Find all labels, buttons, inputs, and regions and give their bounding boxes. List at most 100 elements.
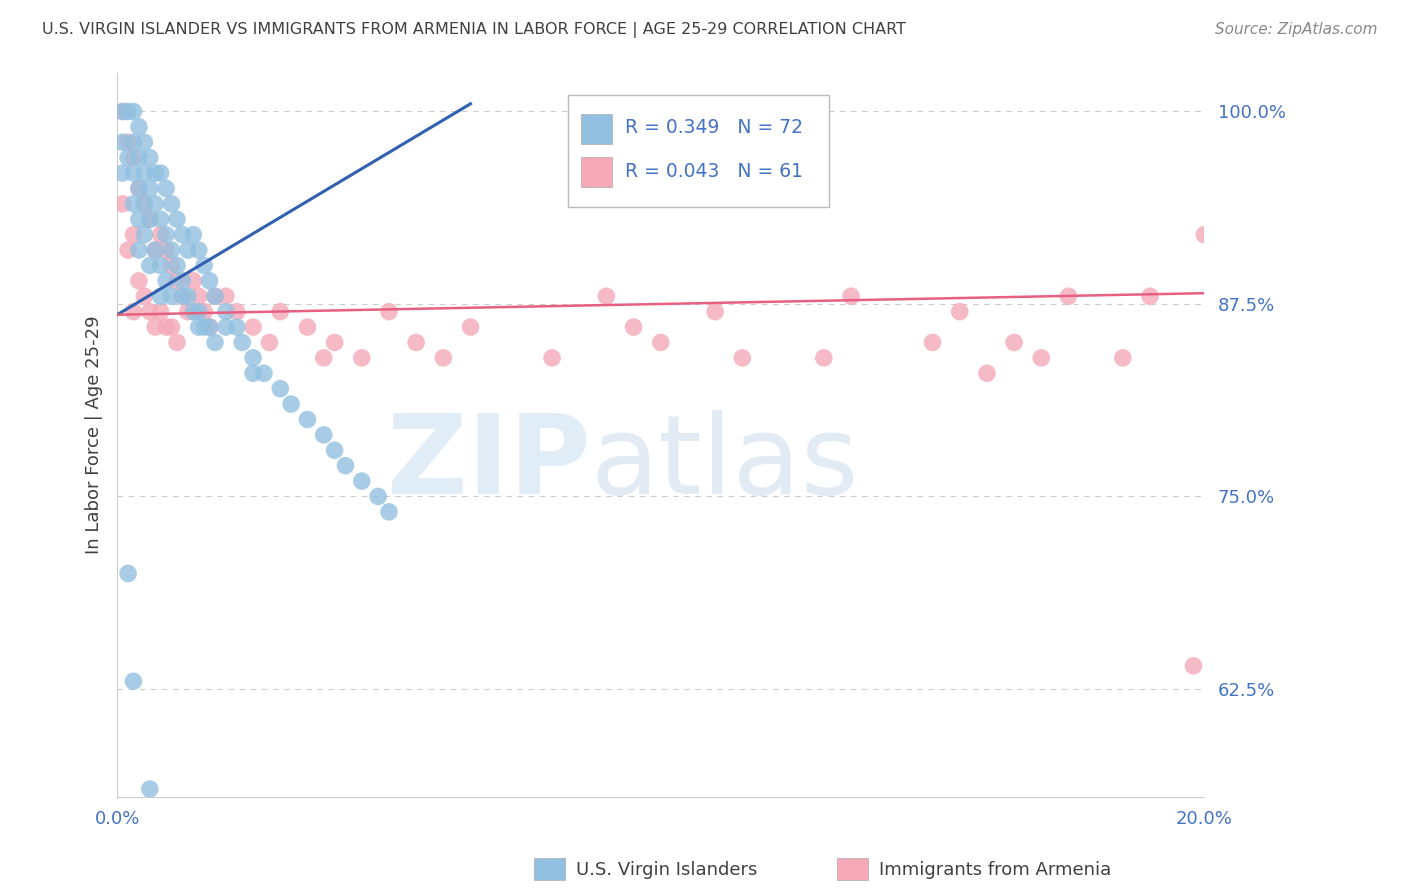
Point (111, 104, 134, 119)
Point (155, 227, 177, 242)
Point (312, 428, 335, 442)
Point (460, 320, 482, 334)
Point (976, 366, 998, 380)
Point (731, 351, 754, 365)
Point (1112, 351, 1135, 365)
Point (122, 104, 145, 119)
Point (160, 243, 183, 257)
Point (149, 166, 172, 180)
Point (312, 351, 335, 365)
Point (134, 136, 156, 150)
FancyBboxPatch shape (582, 157, 612, 187)
Point (595, 289, 617, 303)
Point (122, 227, 145, 242)
Point (704, 304, 727, 318)
Point (134, 166, 156, 180)
Point (139, 151, 162, 165)
Point (139, 212, 162, 227)
Point (198, 320, 221, 334)
Text: R = 0.349   N = 72: R = 0.349 N = 72 (624, 119, 803, 137)
Point (204, 289, 226, 303)
Point (122, 304, 145, 318)
Point (111, 104, 134, 119)
FancyBboxPatch shape (568, 95, 830, 207)
Point (231, 335, 253, 350)
Point (297, 320, 319, 334)
Point (122, 197, 145, 211)
Point (193, 259, 215, 273)
Point (541, 351, 564, 365)
Text: atlas: atlas (591, 410, 859, 517)
Point (813, 351, 835, 365)
Point (117, 566, 139, 581)
Point (128, 212, 150, 227)
Point (1031, 351, 1053, 365)
Point (122, 166, 145, 180)
Point (650, 335, 672, 350)
Point (155, 243, 177, 257)
Point (143, 243, 166, 257)
Point (128, 181, 150, 195)
Point (204, 289, 226, 303)
Text: U.S. Virgin Islanders: U.S. Virgin Islanders (576, 861, 758, 879)
Point (280, 397, 302, 411)
Point (160, 289, 183, 303)
Point (172, 289, 194, 303)
Point (117, 151, 139, 165)
Point (177, 289, 200, 303)
Point (187, 304, 209, 318)
Point (166, 259, 188, 273)
Point (149, 227, 172, 242)
Point (117, 136, 139, 150)
Point (139, 259, 162, 273)
Point (177, 243, 200, 257)
Point (367, 490, 389, 504)
Point (949, 304, 972, 318)
Point (139, 181, 162, 195)
Point (117, 104, 139, 119)
Text: R = 0.043   N = 61: R = 0.043 N = 61 (624, 162, 803, 181)
Point (323, 335, 346, 350)
Point (1182, 658, 1205, 673)
Point (242, 320, 264, 334)
Point (225, 320, 247, 334)
Point (323, 443, 346, 458)
Point (1057, 289, 1080, 303)
Point (242, 351, 264, 365)
Point (143, 197, 166, 211)
Point (139, 782, 162, 797)
Point (432, 351, 454, 365)
Point (405, 335, 427, 350)
Point (128, 120, 150, 134)
Point (111, 166, 134, 180)
Point (160, 197, 183, 211)
Point (117, 243, 139, 257)
Point (128, 274, 150, 288)
Point (160, 320, 183, 334)
Point (181, 227, 204, 242)
Point (242, 366, 264, 380)
Point (128, 151, 150, 165)
Point (143, 320, 166, 334)
Point (193, 320, 215, 334)
Point (139, 212, 162, 227)
Point (128, 181, 150, 195)
Point (134, 289, 156, 303)
Point (166, 335, 188, 350)
Point (166, 212, 188, 227)
Point (623, 320, 645, 334)
Point (111, 136, 134, 150)
Point (839, 289, 862, 303)
Text: U.S. VIRGIN ISLANDER VS IMMIGRANTS FROM ARMENIA IN LABOR FORCE | AGE 25-29 CORRE: U.S. VIRGIN ISLANDER VS IMMIGRANTS FROM … (42, 22, 907, 38)
Point (155, 181, 177, 195)
Point (269, 304, 291, 318)
Point (172, 274, 194, 288)
Point (155, 320, 177, 334)
Point (225, 304, 247, 318)
Point (253, 366, 276, 380)
Point (139, 304, 162, 318)
Point (187, 243, 209, 257)
Point (149, 289, 172, 303)
Text: Immigrants from Armenia: Immigrants from Armenia (879, 861, 1111, 879)
Point (143, 166, 166, 180)
